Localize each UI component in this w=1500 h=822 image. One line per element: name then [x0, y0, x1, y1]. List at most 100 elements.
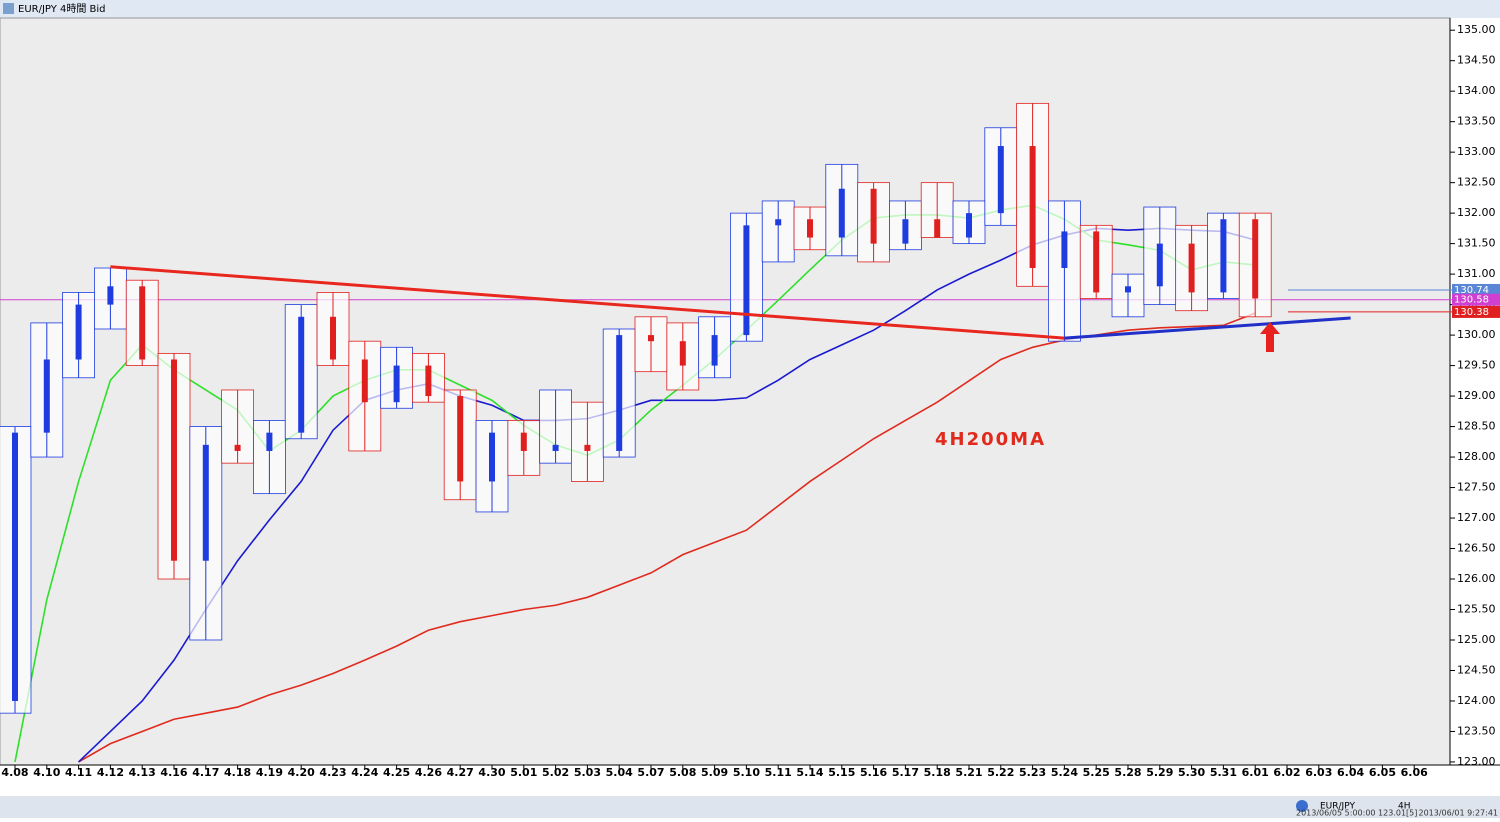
arrow-icon: [1260, 322, 1280, 352]
candle-body: [997, 146, 1004, 214]
price-tag: [1452, 293, 1500, 306]
app-icon: [3, 3, 14, 14]
price-tag-label: 130.58: [1454, 295, 1489, 306]
candle-body: [743, 225, 750, 336]
trendline: [110, 265, 1065, 340]
x-tick-label: 5.21: [955, 766, 982, 779]
x-tick-label: 4.11: [65, 766, 92, 779]
x-tick-label: 6.04: [1337, 766, 1364, 779]
x-tick-label: 4.25: [383, 766, 410, 779]
price-tag: [1452, 305, 1500, 318]
candle-body: [902, 219, 909, 244]
x-tick-label: 5.25: [1083, 766, 1110, 779]
status-left-info: 2013/06/05 5:00:00 123.01[5]: [1296, 809, 1417, 818]
candle-body: [202, 444, 209, 561]
x-tick-label: 5.02: [542, 766, 569, 779]
x-tick-label: 5.04: [606, 766, 633, 779]
x-tick-label: 4.30: [478, 766, 505, 779]
candle-body: [139, 286, 146, 360]
y-tick-label: 134.50: [1457, 54, 1496, 67]
status-symbol[interactable]: EUR/JPY: [1320, 802, 1355, 812]
status-icon[interactable]: [1296, 800, 1308, 812]
candle-body: [1252, 219, 1259, 299]
candle-body: [171, 359, 177, 561]
x-tick-label: 4.10: [33, 766, 60, 779]
status-bar: [0, 796, 1500, 818]
candle-body: [1188, 243, 1195, 293]
candle-body: [361, 359, 368, 403]
candle-body: [393, 365, 400, 403]
x-tick-label: 5.10: [733, 766, 760, 779]
candle-body: [266, 432, 273, 451]
y-tick-label: 134.00: [1457, 84, 1496, 97]
x-tick-label: 5.09: [701, 766, 728, 779]
candle-body: [489, 432, 495, 482]
candle-body: [1029, 146, 1036, 269]
candle-body: [1061, 231, 1068, 269]
price-tag-label: 130.74: [1454, 285, 1489, 296]
candle-body: [648, 335, 654, 342]
y-tick-label: 128.50: [1457, 420, 1496, 433]
x-tick-label: 5.11: [765, 766, 792, 779]
trendline: [1064, 316, 1351, 340]
x-tick-label: 5.17: [892, 766, 919, 779]
x-tick-label: 6.01: [1242, 766, 1269, 779]
x-tick-label: 5.28: [1114, 766, 1141, 779]
x-tick-label: 6.02: [1273, 766, 1300, 779]
y-tick-label: 132.50: [1457, 176, 1496, 189]
candle-body: [234, 444, 241, 451]
candle-body: [870, 188, 877, 244]
y-tick-label: 130.00: [1457, 328, 1496, 341]
candle-body: [552, 444, 559, 451]
candle-body: [934, 219, 941, 238]
x-tick-label: 4.13: [129, 766, 156, 779]
y-tick-label: 131.50: [1457, 237, 1496, 250]
x-tick-label: 5.24: [1051, 766, 1078, 779]
x-tick-label: 5.23: [1019, 766, 1046, 779]
x-tick-label: 5.03: [574, 766, 601, 779]
y-tick-label: 135.00: [1457, 23, 1496, 36]
x-tick-label: 6.03: [1305, 766, 1332, 779]
candle-body: [75, 304, 82, 360]
x-tick-label: 5.01: [510, 766, 537, 779]
y-tick-label: 124.50: [1457, 663, 1496, 676]
candle-body: [838, 188, 845, 238]
x-tick-label: 4.08: [1, 766, 28, 779]
x-tick-label: 5.31: [1210, 766, 1237, 779]
window-title: EUR/JPY 4時間 Bid: [18, 3, 106, 15]
candle-body: [711, 335, 718, 366]
candle-body: [298, 316, 305, 433]
status-period[interactable]: 4H: [1398, 802, 1411, 812]
y-tick-label: 127.50: [1457, 481, 1496, 494]
candle-body: [1220, 219, 1227, 293]
candle-body: [425, 365, 432, 397]
candle-body: [520, 432, 527, 451]
x-tick-label: 4.17: [192, 766, 219, 779]
y-tick-label: 127.00: [1457, 511, 1496, 524]
x-tick-label: 6.06: [1401, 766, 1428, 779]
y-tick-label: 125.00: [1457, 633, 1496, 646]
candle-body: [679, 341, 686, 366]
y-tick-label: 126.00: [1457, 572, 1496, 585]
y-tick-label: 133.50: [1457, 115, 1496, 128]
x-tick-label: 4.26: [415, 766, 442, 779]
y-tick-label: 123.50: [1457, 724, 1496, 737]
candle-body: [330, 316, 336, 360]
y-tick-label: 126.50: [1457, 542, 1496, 555]
y-tick-label: 124.00: [1457, 694, 1496, 707]
x-tick-label: 4.23: [319, 766, 346, 779]
candle-body: [43, 359, 50, 433]
candle-body: [775, 219, 782, 226]
candle-body: [1156, 243, 1163, 287]
x-tick-label: 5.16: [860, 766, 887, 779]
x-tick-label: 5.29: [1146, 766, 1173, 779]
x-tick-label: 4.18: [224, 766, 251, 779]
status-right-info: 2013/06/01 9:27:41: [1419, 809, 1499, 818]
y-tick-label: 133.00: [1457, 145, 1496, 158]
title-bar: [0, 0, 1500, 18]
y-tick-label: 123.00: [1457, 755, 1496, 768]
x-tick-label: 5.14: [796, 766, 823, 779]
candle-body: [584, 444, 591, 451]
y-tick-label: 125.50: [1457, 603, 1496, 616]
